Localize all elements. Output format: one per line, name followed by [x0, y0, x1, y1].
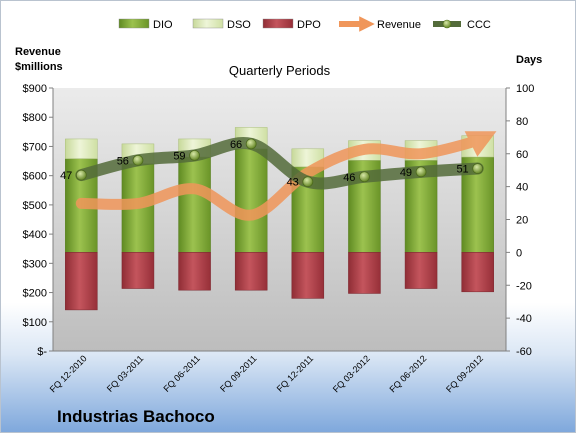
dpo-bar — [178, 252, 211, 291]
dio-bar — [234, 148, 268, 253]
dpo-bar — [461, 252, 494, 293]
ccc-point — [75, 169, 87, 181]
left-tick-label: $100 — [23, 317, 47, 329]
right-axis-title: Days — [516, 54, 542, 66]
legend-label-dio: DIO — [153, 19, 173, 31]
ccc-point — [132, 154, 144, 166]
legend-label-dso: DSO — [227, 19, 251, 31]
x-tick-label: FQ 09-2012 — [444, 353, 485, 394]
ccc-point — [189, 149, 200, 161]
ccc-data-label: 49 — [400, 167, 412, 179]
left-tick-label: $- — [37, 346, 47, 358]
ccc-data-label: 59 — [173, 150, 185, 162]
legend-label-revenue: Revenue — [377, 19, 421, 31]
x-tick-label: FQ 12-2010 — [48, 353, 89, 394]
x-tick-label: FQ 03-2012 — [331, 353, 372, 394]
dpo-bar — [404, 252, 438, 289]
left-tick-label: $700 — [23, 141, 47, 153]
right-tick-label: 100 — [516, 83, 534, 95]
ccc-point — [472, 163, 484, 174]
dio-bar — [178, 156, 211, 253]
ccc-point — [359, 171, 370, 183]
legend-swatch-dso — [192, 18, 224, 29]
x-tick-label: FQ 03-2011 — [105, 353, 146, 394]
dpo-bar — [291, 252, 325, 299]
right-tick-label: -20 — [516, 280, 532, 292]
chart-title: Quarterly Periods — [229, 63, 331, 78]
right-tick-label: 0 — [516, 247, 522, 259]
dso-bar — [65, 138, 98, 159]
revenue-line — [75, 131, 497, 221]
ccc-data-label: 56 — [117, 155, 129, 167]
ccc-data-label: 66 — [230, 139, 242, 151]
dpo-bar — [65, 252, 98, 311]
legend-swatch-dio — [118, 18, 150, 29]
right-tick-label: 80 — [516, 116, 528, 128]
left-tick-label: $600 — [23, 171, 47, 183]
x-tick-label: FQ 06-2011 — [161, 353, 202, 394]
ccc-data-label: 51 — [456, 164, 468, 176]
left-tick-label: $500 — [23, 200, 47, 212]
right-tick-label: -40 — [516, 313, 532, 325]
left-axis-title-line2: $millions — [15, 61, 63, 73]
left-tick-label: $300 — [23, 258, 47, 270]
left-tick-label: $200 — [23, 288, 47, 300]
legend-label-dpo: DPO — [297, 19, 321, 31]
dpo-bar — [121, 252, 155, 289]
dpo-bar — [348, 252, 381, 294]
ccc-data-label: 43 — [287, 177, 299, 189]
x-tick-label: FQ 12-2011 — [275, 353, 316, 394]
right-tick-label: -60 — [516, 346, 532, 358]
ccc-line — [75, 137, 484, 190]
ccc-point — [245, 138, 257, 150]
dpo-bar — [234, 252, 268, 291]
ccc-data-label: 47 — [60, 170, 72, 182]
legend-swatch-dpo — [262, 18, 294, 29]
x-tick-label: FQ 09-2011 — [218, 353, 259, 394]
right-tick-label: 20 — [516, 215, 528, 227]
company-name: Industrias Bachoco — [57, 407, 215, 426]
ccc-point — [415, 166, 427, 178]
left-tick-label: $800 — [23, 112, 47, 124]
right-tick-label: 40 — [516, 182, 528, 194]
ccc-data-label: 46 — [343, 172, 355, 184]
plot-area — [53, 88, 506, 351]
legend-label-ccc: CCC — [467, 19, 491, 31]
left-axis-title-line1: Revenue — [15, 46, 61, 58]
left-tick-label: $400 — [23, 229, 47, 241]
right-tick-label: 60 — [516, 149, 528, 161]
legend-swatch-ccc-marker — [442, 19, 452, 29]
x-tick-label: FQ 06-2012 — [387, 353, 428, 394]
ccc-point — [302, 176, 314, 188]
left-tick-label: $900 — [23, 83, 47, 95]
